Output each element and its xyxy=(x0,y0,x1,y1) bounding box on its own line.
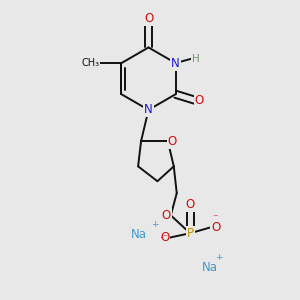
Text: O: O xyxy=(211,221,220,234)
Text: P: P xyxy=(187,227,194,240)
Text: N: N xyxy=(144,103,153,116)
Text: ·⁻: ·⁻ xyxy=(160,233,168,243)
Text: O: O xyxy=(195,94,204,107)
Text: O: O xyxy=(185,198,195,211)
Text: Na: Na xyxy=(131,228,147,241)
Text: H: H xyxy=(192,54,200,64)
Text: +: + xyxy=(215,253,223,262)
Text: O: O xyxy=(162,209,171,222)
Text: Na: Na xyxy=(202,261,218,274)
Text: ⁻: ⁻ xyxy=(212,213,218,223)
Text: O: O xyxy=(160,231,169,244)
Text: +: + xyxy=(152,220,159,230)
Text: O: O xyxy=(144,12,153,25)
Text: N: N xyxy=(171,57,180,70)
Text: CH₃: CH₃ xyxy=(81,58,99,68)
Text: O: O xyxy=(168,135,177,148)
